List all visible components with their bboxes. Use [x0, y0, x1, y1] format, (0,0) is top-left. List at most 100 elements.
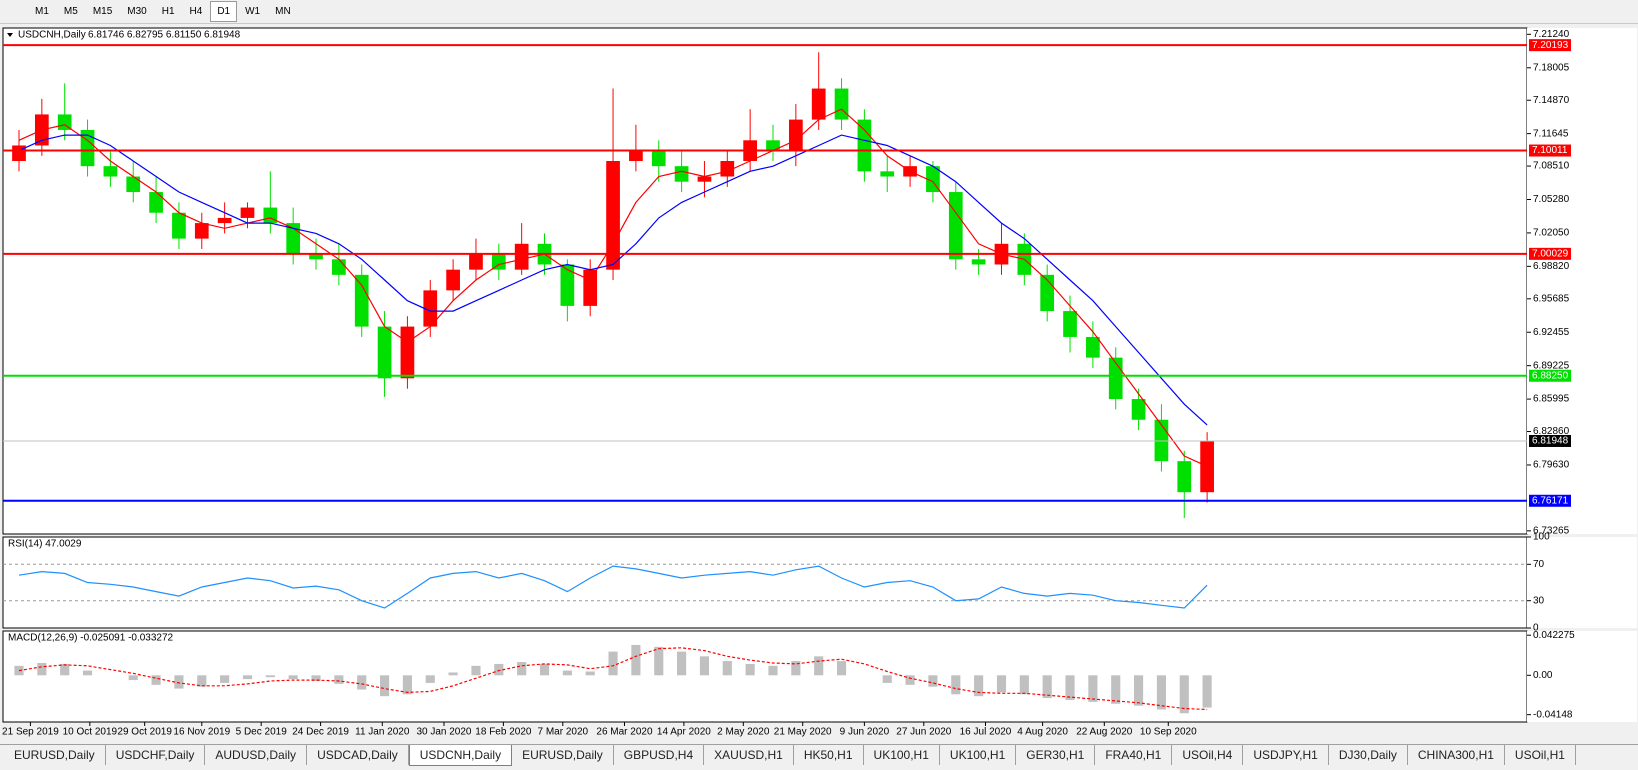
y-tick-label: 0.00	[1533, 670, 1553, 681]
price-axis	[1527, 631, 1637, 722]
histogram-bar	[562, 670, 572, 676]
candle-body	[1108, 357, 1123, 400]
chart-tab[interactable]: USOil,H4	[1172, 745, 1244, 765]
timeframe-button[interactable]: H1	[161, 6, 175, 17]
chart-tab[interactable]: AUDUSD,Daily	[205, 745, 308, 765]
x-tick-label: 18 Feb 2020	[475, 727, 532, 738]
timeframe-button[interactable]: M5	[63, 6, 78, 17]
x-tick-label: 16 Jul 2020	[960, 727, 1012, 738]
candle-body	[834, 88, 849, 120]
timeframe-button[interactable]: M15	[92, 6, 113, 17]
timeframe-button[interactable]: W1	[245, 6, 261, 17]
y-tick-label: 0	[1533, 623, 1539, 634]
level-label: 6.81948	[1532, 436, 1569, 447]
chart-tab[interactable]: USDCAD,Daily	[307, 745, 409, 765]
timeframe-button[interactable]: M1	[35, 6, 49, 17]
candle-body	[811, 88, 826, 120]
histogram-bar	[585, 671, 595, 676]
histogram-bar	[402, 675, 412, 695]
timeframe-button[interactable]: MN	[275, 6, 291, 17]
chart-tab[interactable]: HK50,H1	[794, 745, 864, 765]
chart-tab[interactable]: CHINA300,H1	[1408, 745, 1505, 765]
histogram-bar	[425, 675, 435, 683]
histogram-bar	[699, 656, 710, 676]
x-tick-label: 21 May 2020	[774, 727, 832, 738]
candle-body	[880, 171, 895, 177]
header-arrow	[7, 33, 13, 37]
x-tick-label: 24 Dec 2019	[292, 727, 349, 738]
y-tick-label: 7.14870	[1533, 95, 1570, 106]
histogram-bar	[334, 675, 344, 684]
candle-body	[1131, 399, 1146, 420]
candle-body	[263, 207, 278, 224]
line	[18, 134, 1208, 426]
level-label: 7.20193	[1532, 40, 1569, 51]
candle-body	[354, 274, 369, 327]
candle-body	[1177, 461, 1192, 493]
candle-body	[674, 166, 689, 182]
candle-body	[697, 176, 712, 182]
price-axis	[1527, 537, 1637, 628]
candle-body	[560, 264, 575, 306]
candle-body	[103, 166, 118, 177]
y-tick-label: 7.08510	[1533, 161, 1570, 172]
y-tick-label: 6.82860	[1533, 426, 1570, 437]
panel	[2, 27, 1528, 535]
panel	[2, 630, 1528, 723]
chart-tab[interactable]: USDCHF,Daily	[106, 745, 206, 765]
level-box	[1529, 39, 1571, 52]
chart-tab[interactable]: FRA40,H1	[1095, 745, 1173, 765]
histogram-bar	[905, 675, 915, 685]
panel-header: USDCNH,Daily	[18, 30, 86, 41]
y-tick-label: 7.05280	[1533, 194, 1570, 205]
y-tick-label: 6.73265	[1533, 525, 1570, 536]
chart-tab[interactable]: USDCNH,Daily	[408, 745, 513, 766]
chart-tab[interactable]: USDJPY,H1	[1243, 745, 1329, 765]
y-tick-label: 6.89225	[1533, 360, 1570, 371]
price-axis	[1527, 28, 1637, 534]
y-tick-label: 7.21240	[1533, 29, 1570, 40]
line	[18, 647, 1208, 711]
x-tick-label: 11 Jan 2020	[355, 727, 410, 738]
level-label: 7.00029	[1532, 248, 1569, 259]
chart-tab[interactable]: XAUUSD,H1	[704, 745, 794, 765]
timeframe-button[interactable]: M30	[127, 6, 147, 17]
x-tick-label: 5 Dec 2019	[236, 727, 288, 738]
histogram-bar	[631, 644, 641, 676]
level-label: 6.76171	[1532, 495, 1569, 506]
histogram-bar	[1019, 675, 1029, 695]
candle-body	[423, 290, 438, 327]
timeframe-button[interactable]: D1	[210, 1, 238, 22]
candle-body	[971, 259, 986, 265]
chart-tab[interactable]: UK100,H1	[864, 745, 940, 765]
candle-body	[172, 212, 186, 239]
x-tick-label: 26 Mar 2020	[596, 727, 653, 738]
candle-body	[766, 140, 780, 151]
y-tick-label: 100	[1533, 532, 1550, 543]
candle-body	[629, 150, 643, 161]
chart-tab[interactable]: GBPUSD,H4	[614, 745, 705, 765]
y-tick-label: 6.92455	[1533, 327, 1570, 338]
histogram-bar	[882, 675, 892, 683]
histogram-bar	[722, 661, 732, 676]
y-tick-label: 6.98820	[1533, 261, 1570, 272]
level-box	[1529, 494, 1571, 507]
chart-tab[interactable]: GER30,H1	[1016, 745, 1096, 765]
chart-tab[interactable]: UK100,H1	[940, 745, 1017, 765]
x-tick-label: 2 May 2020	[717, 727, 770, 738]
chart-tab[interactable]: DJ30,Daily	[1329, 745, 1408, 765]
histogram-bar	[14, 665, 24, 676]
chart-tab[interactable]: EURUSD,Daily	[512, 745, 614, 765]
chart-tab[interactable]: USOil,H1	[1505, 745, 1576, 765]
candle-body	[583, 269, 598, 306]
y-tick-label: 6.79630	[1533, 460, 1570, 471]
histogram-bar	[608, 651, 618, 676]
timeframe-toolbar: M1 M5 M15 M30 H1 H4 D1 W1 MN	[0, 0, 1638, 24]
histogram-bar	[974, 675, 984, 697]
candle-body	[80, 129, 95, 167]
chart-tab[interactable]: EURUSD,Daily	[4, 745, 106, 765]
timeframe-button[interactable]: H4	[189, 6, 203, 17]
histogram-bar	[654, 646, 664, 676]
candle-body	[514, 243, 529, 270]
y-tick-label: 70	[1533, 559, 1545, 570]
